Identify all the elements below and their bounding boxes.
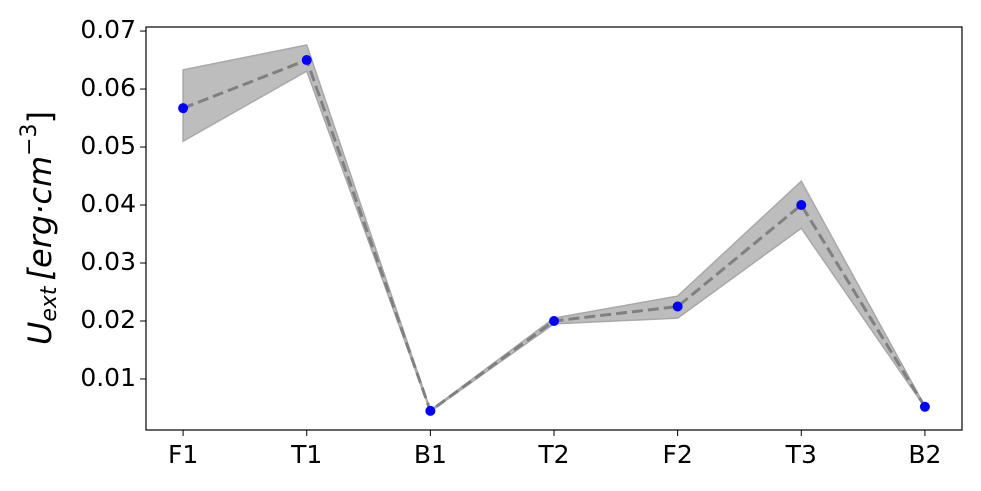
y-tick-label: 0.05 <box>80 131 136 160</box>
x-tick-label: F1 <box>168 440 198 469</box>
y-label-superscript: −3 <box>17 123 42 155</box>
point <box>301 55 312 66</box>
x-tick-label: T3 <box>785 440 817 469</box>
y-tick-label: 0.06 <box>80 73 136 102</box>
y-tick-label: 0.07 <box>80 15 136 44</box>
point <box>796 200 807 211</box>
x-tick-label: T1 <box>290 440 322 469</box>
x-tick-label: B1 <box>414 440 447 469</box>
x-tick-label: T2 <box>537 440 569 469</box>
point <box>672 301 683 312</box>
y-label-unit: [erg·cm <box>21 156 59 281</box>
x-tick-label: B2 <box>908 440 941 469</box>
x-tick-label: F2 <box>662 440 692 469</box>
point <box>178 103 189 114</box>
y-label-symbol: U <box>21 322 59 345</box>
uncertainty-band <box>182 44 926 413</box>
point <box>919 401 930 412</box>
y-axis-label: Uext [erg·cm−3] <box>17 111 62 345</box>
point <box>425 405 436 416</box>
y-tick-label: 0.01 <box>80 363 136 392</box>
y-tick-label: 0.03 <box>80 247 136 276</box>
plot-frame <box>145 26 963 431</box>
y-label-closing: ] <box>21 111 59 123</box>
y-label-subscript: ext <box>37 285 62 322</box>
point <box>549 315 559 326</box>
y-tick-label: 0.04 <box>80 189 136 218</box>
y-tick-label: 0.02 <box>80 305 136 334</box>
